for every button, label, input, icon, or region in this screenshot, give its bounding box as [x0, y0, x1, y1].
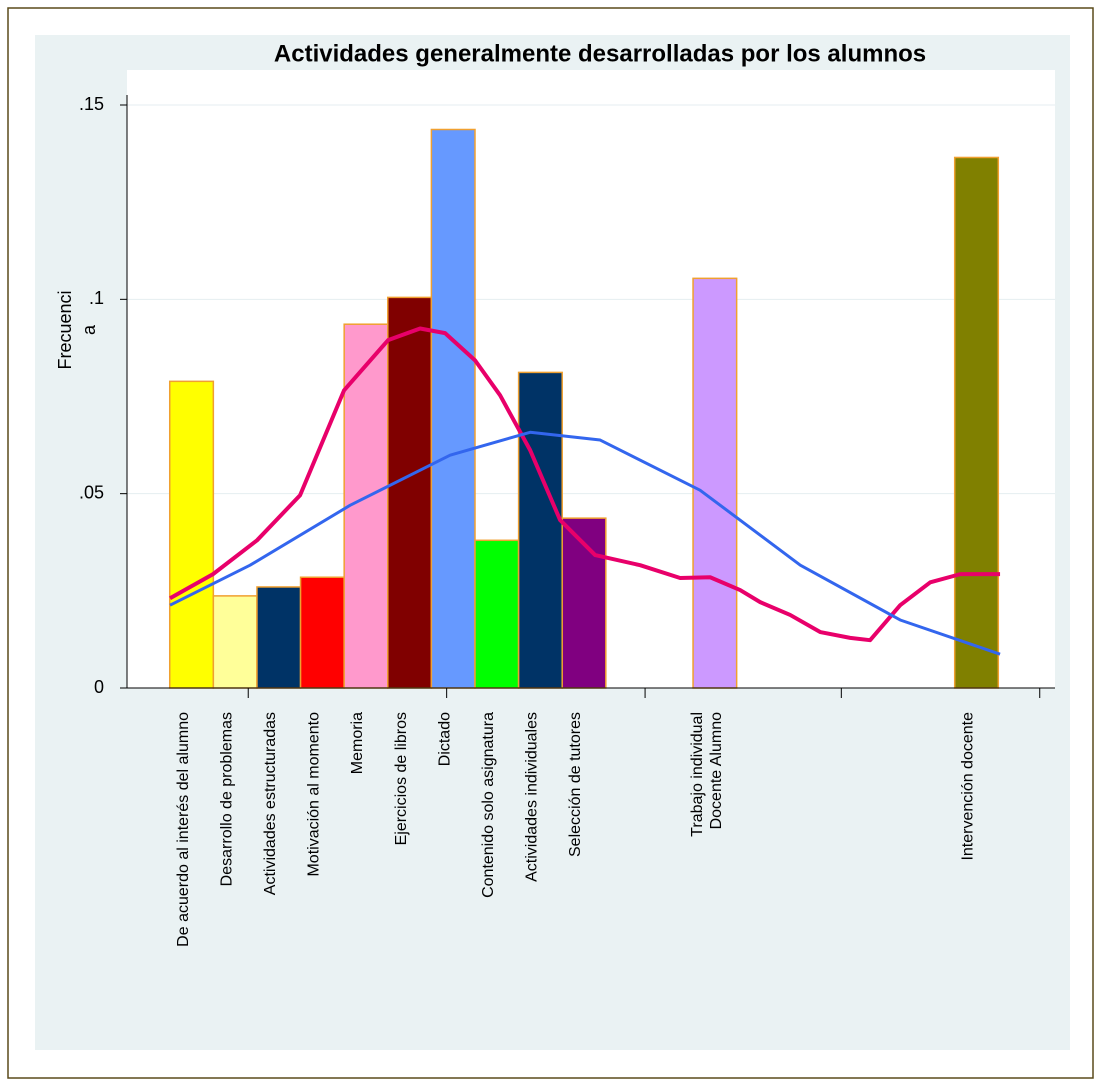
x-tick-label: Selección de tutores — [567, 712, 584, 857]
bar — [299, 576, 345, 689]
bar — [517, 371, 563, 689]
x-tick-label-line: Dictado — [436, 712, 453, 766]
x-tick-label: De acuerdo al interés del alumno — [175, 712, 192, 947]
bar — [430, 128, 476, 689]
x-tick-label-line: Motivación al momento — [306, 712, 323, 877]
y-tick-label: .15 — [79, 94, 104, 114]
x-tick-label: Intervención docente — [960, 712, 977, 861]
y-tick-label: .05 — [79, 482, 104, 502]
chart-title: Actividades generalmente desarrolladas p… — [274, 40, 926, 67]
x-tick-label: Motivación al momento — [306, 712, 323, 877]
bar — [212, 595, 258, 689]
x-tick-label: Memoria — [349, 712, 366, 774]
y-tick-label: 0 — [94, 677, 104, 697]
bar — [474, 539, 520, 689]
x-tick-label-line: Ejercicios de libros — [393, 712, 410, 845]
x-tick-label-line: Docente Alumno — [708, 712, 725, 830]
x-tick-label: Actividades estructuradas — [262, 712, 279, 895]
x-tick-label: Actividades individuales — [524, 712, 541, 882]
bar — [953, 156, 1000, 689]
x-tick-label: Dictado — [436, 712, 453, 766]
bar — [168, 380, 215, 689]
x-tick-label: Ejercicios de libros — [393, 712, 410, 845]
x-tick-label-line: Actividades individuales — [524, 712, 541, 882]
x-tick-label-line: Intervención docente — [960, 712, 977, 861]
x-tick-label-line: De acuerdo al interés del alumno — [175, 712, 192, 947]
bar — [387, 296, 433, 689]
x-tick-label: Desarrollo de problemas — [218, 712, 235, 886]
x-tick-label-line: Contenido solo asignatura — [480, 712, 497, 898]
x-tick-label: Contenido solo asignatura — [480, 712, 497, 898]
y-label-line: Frecuenci — [55, 290, 75, 369]
x-tick-label-line: Trabajo individual — [689, 712, 706, 837]
x-tick-label-line: Desarrollo de problemas — [218, 712, 235, 886]
curve — [169, 326, 1001, 643]
x-tick-label-line: Memoria — [349, 712, 366, 774]
y-axis-label: Frecuenci a — [55, 290, 99, 369]
bar — [256, 586, 302, 689]
x-tick-label-line: Selección de tutores — [567, 712, 584, 857]
curve — [169, 430, 1001, 656]
y-tick-label: .1 — [89, 288, 104, 308]
x-tick-label-line: Actividades estructuradas — [262, 712, 279, 895]
x-tick-label: Trabajo individual Docente Alumno — [689, 712, 725, 837]
y-label-line: a — [79, 324, 99, 335]
bar — [692, 277, 738, 689]
